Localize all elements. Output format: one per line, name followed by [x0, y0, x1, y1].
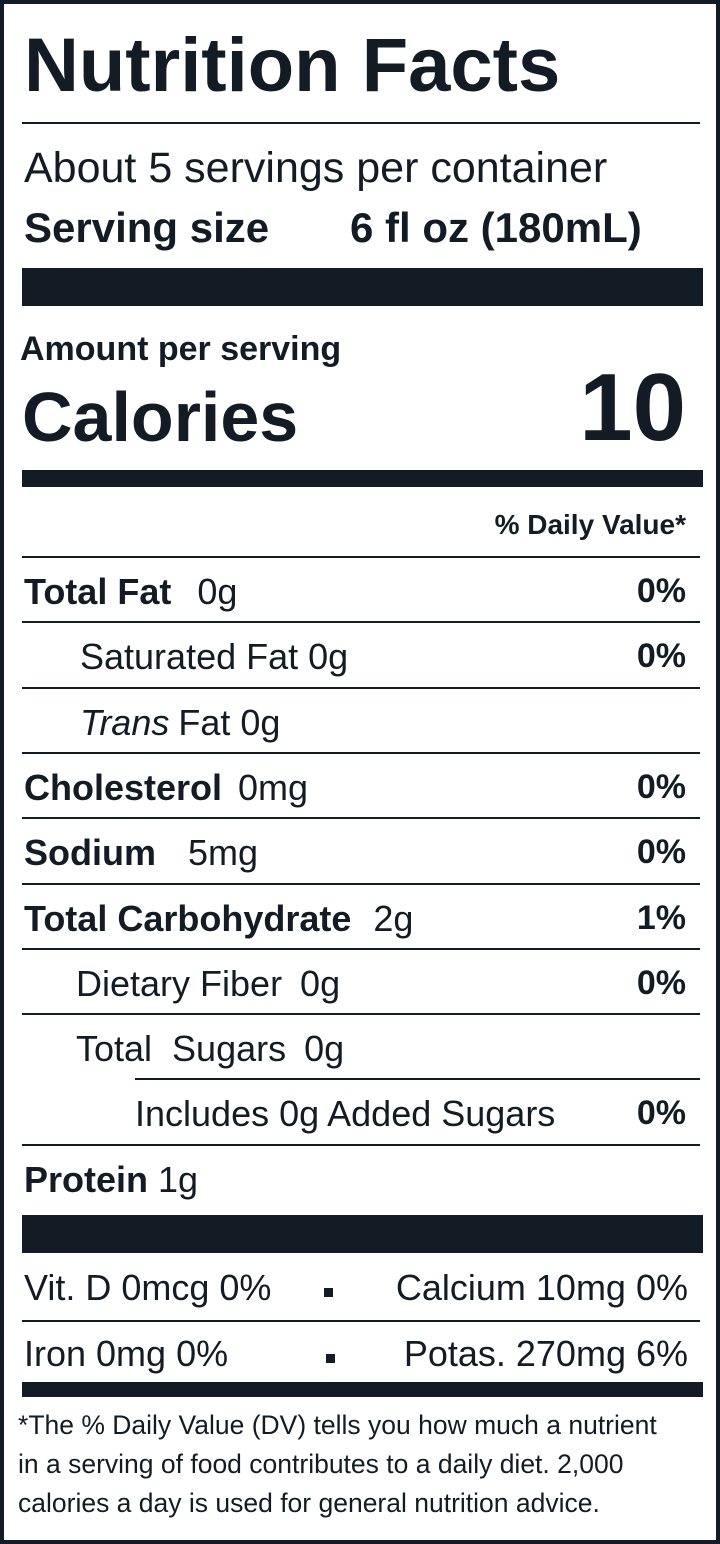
serving-size-value: 6 fl oz (180mL)	[350, 204, 642, 251]
footnote-line: *The % Daily Value (DV) tells you how mu…	[18, 1410, 657, 1440]
title: Nutrition Facts	[24, 23, 561, 108]
calories-label: Calories	[22, 378, 299, 456]
rule	[22, 1143, 700, 1146]
rule	[22, 947, 700, 950]
footnote-line: calories a day is used for general nutri…	[18, 1488, 600, 1518]
vitamin-left: Vit. D 0mcg 0%	[24, 1267, 272, 1308]
medium-bar	[22, 1382, 703, 1397]
footnote-line: in a serving of food contributes to a da…	[18, 1449, 624, 1479]
nutrient-name: Total Sugars	[76, 1028, 287, 1070]
rule	[22, 882, 700, 885]
nutrient-dv: 0%	[636, 833, 686, 872]
nutrient-amount: 0g	[197, 571, 238, 612]
nutrient-name: Dietary Fiber	[76, 962, 283, 1004]
rule	[22, 817, 700, 820]
nutrient-dv: 0%	[636, 1094, 686, 1133]
rule	[22, 1320, 700, 1322]
nutrient-name: Total Carbohydrate	[24, 897, 352, 939]
nutrient-name: Fat	[178, 701, 231, 743]
vitamin-right: Potas. 270mg 6%	[403, 1333, 688, 1374]
nutrient-name: Cholesterol	[24, 766, 223, 808]
bullet	[324, 1288, 333, 1297]
nutrient-name: Total Fat	[24, 571, 172, 612]
rule	[22, 556, 700, 558]
nutrient-dv: 0%	[636, 963, 686, 1002]
serving-size-label: Serving size	[24, 204, 270, 251]
rule	[22, 122, 700, 124]
thick-bar	[22, 1215, 703, 1253]
rule	[135, 1078, 700, 1081]
thick-bar	[22, 268, 703, 306]
nutrient-name: Saturated Fat	[80, 636, 299, 678]
nutrient-amount: 0g	[240, 701, 281, 743]
nutrient-dv: 0%	[636, 767, 686, 806]
nutrient-amount: 0g	[304, 1028, 345, 1070]
nutrient-amount: 1g	[158, 1158, 199, 1200]
nutrient-dv: 0%	[636, 572, 686, 610]
nutrient-amount: 5mg	[187, 832, 259, 874]
medium-bar	[22, 470, 703, 487]
dv-header: % Daily Value*	[494, 509, 686, 540]
nutrient-amount: 0g	[308, 636, 349, 678]
vitamin-right: Calcium 10mg 0%	[395, 1267, 688, 1308]
nutrient-amount: 0g	[300, 962, 341, 1004]
nutrient-name-italic: Trans	[80, 701, 170, 743]
nutrient-name: Protein	[24, 1158, 149, 1200]
rule	[22, 1013, 700, 1016]
bullet	[326, 1354, 335, 1363]
nutrient-dv: 1%	[636, 898, 686, 937]
vitamin-left: Iron 0mg 0%	[24, 1333, 229, 1374]
nutrient-name: Sodium	[24, 832, 156, 874]
nutrient-name: Includes 0g Added Sugars	[135, 1093, 556, 1135]
rule	[22, 621, 700, 624]
nutrient-amount: 2g	[373, 897, 414, 939]
amount-per-serving: Amount per serving	[20, 330, 342, 368]
nutrient-amount: 0mg	[238, 766, 309, 808]
rule	[22, 686, 700, 689]
servings: About 5 servings per container	[24, 144, 608, 192]
calories-value: 10	[579, 354, 686, 461]
rule	[22, 751, 700, 754]
nutrient-dv: 0%	[636, 637, 686, 676]
